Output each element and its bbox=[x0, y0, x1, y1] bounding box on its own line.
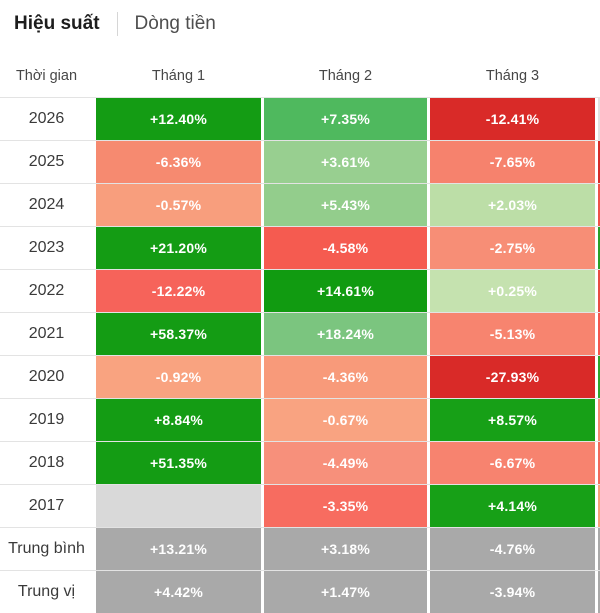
row-label: 2022 bbox=[28, 282, 65, 299]
table-row: Trung vị +4.42% +1.47% -3.94% bbox=[0, 570, 600, 613]
heatmap-cell: -3.94% bbox=[430, 571, 595, 613]
row-label: 2025 bbox=[28, 153, 65, 170]
row-label: 2020 bbox=[28, 368, 65, 385]
table-header-row: Thời gian Tháng 1 Tháng 2 Tháng 3 bbox=[0, 40, 600, 97]
heatmap-cell: +5.43% bbox=[264, 184, 427, 226]
heatmap-cell-partial bbox=[598, 356, 600, 398]
heatmap-cell: -6.67% bbox=[430, 442, 595, 484]
heatmap-cell: +21.20% bbox=[96, 227, 261, 269]
heatmap-cell: -7.65% bbox=[430, 141, 595, 183]
table-row: 2020 -0.92% -4.36% -27.93% bbox=[0, 355, 600, 398]
heatmap-cell: +12.40% bbox=[96, 98, 261, 140]
heatmap-cell: -0.92% bbox=[96, 356, 261, 398]
heatmap-cell-partial bbox=[598, 313, 600, 355]
column-header-thoi-gian: Thời gian bbox=[15, 68, 78, 84]
row-label: 2026 bbox=[28, 110, 65, 127]
tab-bar: Hiệu suất Dòng tiền bbox=[0, 0, 600, 40]
heatmap-cell: +3.61% bbox=[264, 141, 427, 183]
table-row: 2024 -0.57% +5.43% +2.03% bbox=[0, 183, 600, 226]
heatmap-cell: +8.84% bbox=[96, 399, 261, 441]
row-label: 2024 bbox=[28, 196, 65, 213]
heatmap-cell: -4.76% bbox=[430, 528, 595, 570]
row-label: 2018 bbox=[28, 454, 65, 471]
table-row: 2023 +21.20% -4.58% -2.75% bbox=[0, 226, 600, 269]
heatmap-cell-partial bbox=[598, 227, 600, 269]
heatmap-cell: +4.42% bbox=[96, 571, 261, 613]
column-header-thang-3: Tháng 3 bbox=[485, 68, 540, 84]
table-row: Trung bình +13.21% +3.18% -4.76% bbox=[0, 527, 600, 570]
heatmap-cell-partial bbox=[598, 270, 600, 312]
heatmap-cell: -0.57% bbox=[96, 184, 261, 226]
heatmap-cell: +58.37% bbox=[96, 313, 261, 355]
heatmap-cell: +8.57% bbox=[430, 399, 595, 441]
heatmap-cell: -4.36% bbox=[264, 356, 427, 398]
heatmap-cell: +18.24% bbox=[264, 313, 427, 355]
column-header-thang-1: Tháng 1 bbox=[151, 68, 206, 84]
heatmap-cell-partial bbox=[598, 571, 600, 613]
heatmap-cell: -2.75% bbox=[430, 227, 595, 269]
row-label: 2019 bbox=[28, 411, 65, 428]
row-label: 2021 bbox=[28, 325, 65, 342]
heatmap-cell: +7.35% bbox=[264, 98, 427, 140]
row-label: Trung vị bbox=[17, 583, 76, 600]
heatmap-cell-partial bbox=[598, 485, 600, 527]
table-row: 2021 +58.37% +18.24% -5.13% bbox=[0, 312, 600, 355]
table-body: 2026 +12.40% +7.35% -12.41% 2025 -6.36% … bbox=[0, 97, 600, 613]
tab-hieu-suat[interactable]: Hiệu suất bbox=[14, 13, 100, 34]
table-row: 2019 +8.84% -0.67% +8.57% bbox=[0, 398, 600, 441]
heatmap-cell: -4.49% bbox=[264, 442, 427, 484]
performance-table: Thời gian Tháng 1 Tháng 2 Tháng 3 2026 +… bbox=[0, 40, 600, 613]
heatmap-cell-partial bbox=[598, 141, 600, 183]
tab-dong-tien[interactable]: Dòng tiền bbox=[134, 13, 216, 34]
heatmap-cell-partial bbox=[598, 442, 600, 484]
heatmap-cell: +2.03% bbox=[430, 184, 595, 226]
heatmap-cell-partial bbox=[598, 184, 600, 226]
heatmap-cell: -4.58% bbox=[264, 227, 427, 269]
row-label: 2023 bbox=[28, 239, 65, 256]
heatmap-cell: -6.36% bbox=[96, 141, 261, 183]
heatmap-cell: +1.47% bbox=[264, 571, 427, 613]
table-row: 2026 +12.40% +7.35% -12.41% bbox=[0, 97, 600, 140]
heatmap-cell: +4.14% bbox=[430, 485, 595, 527]
table-row: 2022 -12.22% +14.61% +0.25% bbox=[0, 269, 600, 312]
heatmap-cell-partial bbox=[598, 399, 600, 441]
heatmap-cell-partial bbox=[598, 528, 600, 570]
heatmap-cell: +3.18% bbox=[264, 528, 427, 570]
tab-divider bbox=[116, 12, 118, 36]
heatmap-cell: -3.35% bbox=[264, 485, 427, 527]
column-header-thang-2: Tháng 2 bbox=[318, 68, 373, 84]
table-row: 2025 -6.36% +3.61% -7.65% bbox=[0, 140, 600, 183]
heatmap-cell: -0.67% bbox=[264, 399, 427, 441]
heatmap-cell: +0.25% bbox=[430, 270, 595, 312]
row-label: 2017 bbox=[28, 497, 65, 514]
heatmap-cell bbox=[96, 485, 261, 527]
heatmap-cell-partial bbox=[598, 98, 600, 140]
heatmap-cell: +13.21% bbox=[96, 528, 261, 570]
heatmap-cell: -12.41% bbox=[430, 98, 595, 140]
heatmap-cell: -27.93% bbox=[430, 356, 595, 398]
heatmap-cell: +14.61% bbox=[264, 270, 427, 312]
heatmap-cell: +51.35% bbox=[96, 442, 261, 484]
table-row: 2018 +51.35% -4.49% -6.67% bbox=[0, 441, 600, 484]
row-label: Trung bình bbox=[8, 540, 85, 557]
heatmap-cell: -12.22% bbox=[96, 270, 261, 312]
heatmap-cell: -5.13% bbox=[430, 313, 595, 355]
table-row: 2017 -3.35% +4.14% bbox=[0, 484, 600, 527]
